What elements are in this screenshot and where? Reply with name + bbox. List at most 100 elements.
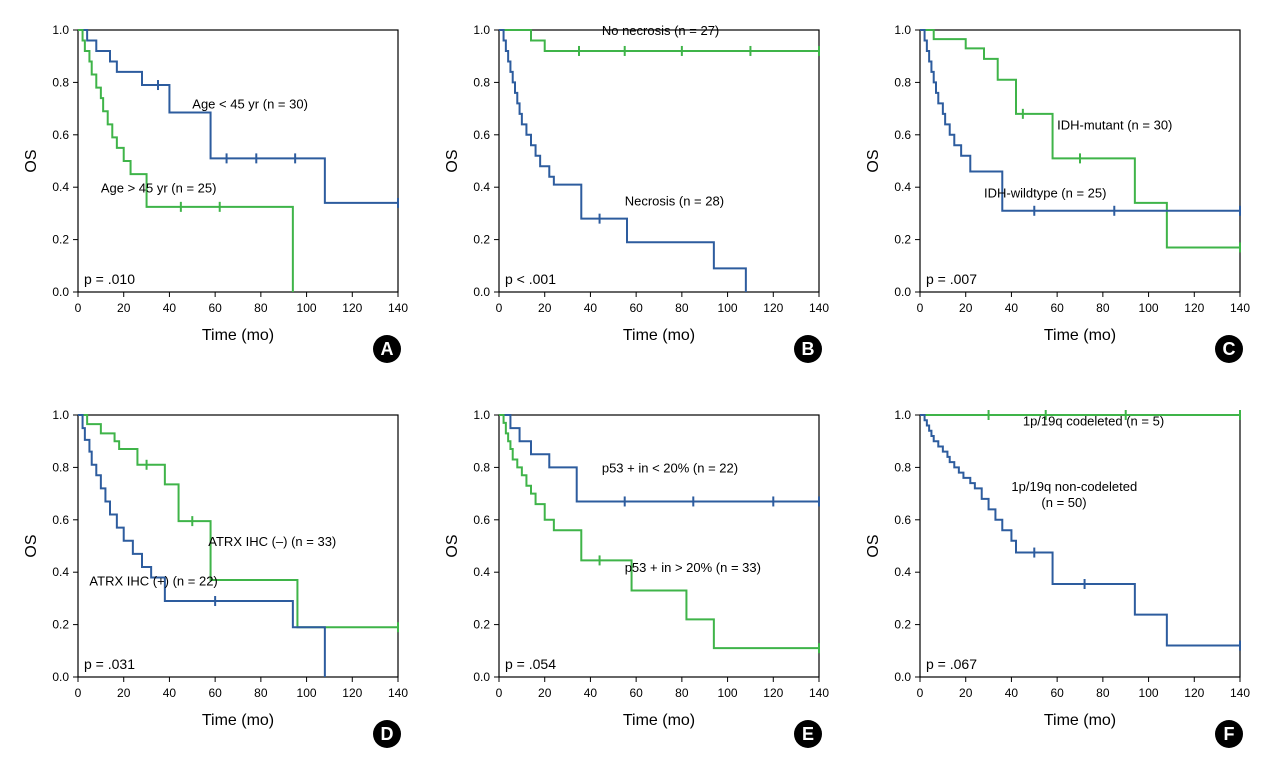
svg-text:OS: OS — [865, 149, 882, 172]
svg-text:60: 60 — [208, 686, 222, 700]
svg-text:60: 60 — [629, 301, 643, 315]
svg-text:20: 20 — [959, 686, 973, 700]
svg-text:0.4: 0.4 — [894, 180, 911, 194]
panel-badge: E — [794, 720, 822, 748]
svg-text:120: 120 — [763, 301, 783, 315]
svg-text:0.2: 0.2 — [473, 233, 490, 247]
svg-text:1.0: 1.0 — [894, 23, 911, 37]
svg-text:1.0: 1.0 — [473, 408, 490, 422]
svg-text:80: 80 — [1096, 686, 1110, 700]
svg-text:OS: OS — [23, 149, 40, 172]
svg-text:p = .007: p = .007 — [926, 271, 977, 287]
svg-text:p53 + in < 20% (n = 22): p53 + in < 20% (n = 22) — [602, 461, 738, 476]
svg-text:0: 0 — [75, 301, 82, 315]
svg-text:120: 120 — [342, 686, 362, 700]
km-panel-B: 0.00.20.40.60.81.0020406080100120140Time… — [441, 20, 832, 365]
svg-text:0.2: 0.2 — [52, 618, 69, 632]
km-panel-F: 0.00.20.40.60.81.0020406080100120140Time… — [862, 405, 1253, 750]
svg-text:120: 120 — [763, 686, 783, 700]
svg-text:80: 80 — [675, 686, 689, 700]
svg-text:80: 80 — [254, 686, 268, 700]
svg-text:80: 80 — [1096, 301, 1110, 315]
svg-text:0.2: 0.2 — [52, 233, 69, 247]
svg-text:0.8: 0.8 — [52, 75, 69, 89]
svg-text:40: 40 — [163, 301, 177, 315]
svg-text:(n = 50): (n = 50) — [1041, 495, 1086, 510]
svg-text:120: 120 — [342, 301, 362, 315]
svg-text:0: 0 — [917, 686, 924, 700]
svg-text:0: 0 — [496, 301, 503, 315]
svg-text:0.8: 0.8 — [894, 460, 911, 474]
svg-text:0.0: 0.0 — [473, 285, 490, 299]
svg-text:140: 140 — [809, 301, 829, 315]
svg-text:Age < 45 yr (n = 30): Age < 45 yr (n = 30) — [192, 97, 308, 112]
svg-text:0.2: 0.2 — [473, 618, 490, 632]
svg-text:0.8: 0.8 — [473, 460, 490, 474]
svg-text:ATRX IHC (–) (n = 33): ATRX IHC (–) (n = 33) — [208, 534, 336, 549]
svg-text:0.4: 0.4 — [894, 565, 911, 579]
svg-text:Time (mo): Time (mo) — [1044, 327, 1116, 344]
svg-text:Necrosis (n = 28): Necrosis (n = 28) — [625, 194, 724, 209]
svg-text:1.0: 1.0 — [473, 23, 490, 37]
svg-text:0.6: 0.6 — [473, 513, 490, 527]
svg-text:1.0: 1.0 — [52, 23, 69, 37]
svg-text:p = .067: p = .067 — [926, 656, 977, 672]
svg-text:140: 140 — [388, 301, 408, 315]
svg-text:OS: OS — [865, 534, 882, 557]
svg-text:60: 60 — [208, 301, 222, 315]
svg-text:0.8: 0.8 — [52, 460, 69, 474]
svg-text:0: 0 — [917, 301, 924, 315]
svg-text:40: 40 — [1005, 301, 1019, 315]
svg-text:Time (mo): Time (mo) — [623, 712, 695, 729]
svg-text:0.4: 0.4 — [52, 180, 69, 194]
svg-text:1.0: 1.0 — [894, 408, 911, 422]
svg-text:0.4: 0.4 — [52, 565, 69, 579]
svg-text:0.8: 0.8 — [894, 75, 911, 89]
svg-text:0.0: 0.0 — [52, 285, 69, 299]
svg-text:p = .010: p = .010 — [84, 271, 135, 287]
svg-text:40: 40 — [1005, 686, 1019, 700]
svg-text:Time (mo): Time (mo) — [623, 327, 695, 344]
svg-text:100: 100 — [297, 686, 317, 700]
svg-text:IDH-wildtype (n = 25): IDH-wildtype (n = 25) — [984, 186, 1106, 201]
svg-text:80: 80 — [675, 301, 689, 315]
svg-text:120: 120 — [1184, 686, 1204, 700]
svg-text:OS: OS — [23, 534, 40, 557]
svg-text:0.4: 0.4 — [473, 180, 490, 194]
svg-text:60: 60 — [1050, 301, 1064, 315]
svg-text:1.0: 1.0 — [52, 408, 69, 422]
svg-text:20: 20 — [538, 301, 552, 315]
svg-text:0.2: 0.2 — [894, 233, 911, 247]
svg-text:120: 120 — [1184, 301, 1204, 315]
svg-text:0.2: 0.2 — [894, 618, 911, 632]
svg-text:80: 80 — [254, 301, 268, 315]
svg-text:OS: OS — [444, 149, 461, 172]
svg-text:40: 40 — [163, 686, 177, 700]
svg-text:0.0: 0.0 — [894, 670, 911, 684]
svg-text:140: 140 — [1230, 301, 1250, 315]
svg-text:100: 100 — [718, 301, 738, 315]
svg-text:p = .054: p = .054 — [505, 656, 556, 672]
svg-text:0.0: 0.0 — [52, 670, 69, 684]
km-panel-D: 0.00.20.40.60.81.0020406080100120140Time… — [20, 405, 411, 750]
svg-text:0.0: 0.0 — [894, 285, 911, 299]
svg-text:140: 140 — [388, 686, 408, 700]
svg-text:40: 40 — [584, 686, 598, 700]
panel-badge: F — [1215, 720, 1243, 748]
svg-text:100: 100 — [718, 686, 738, 700]
svg-text:140: 140 — [1230, 686, 1250, 700]
svg-text:100: 100 — [1139, 686, 1159, 700]
svg-text:20: 20 — [117, 301, 131, 315]
svg-text:Time (mo): Time (mo) — [202, 327, 274, 344]
panel-badge: C — [1215, 335, 1243, 363]
svg-text:0.8: 0.8 — [473, 75, 490, 89]
svg-text:Time (mo): Time (mo) — [1044, 712, 1116, 729]
svg-text:ATRX IHC (+) (n = 22): ATRX IHC (+) (n = 22) — [89, 573, 217, 588]
svg-text:0.6: 0.6 — [894, 513, 911, 527]
svg-text:IDH-mutant (n = 30): IDH-mutant (n = 30) — [1057, 118, 1172, 133]
svg-text:0.0: 0.0 — [473, 670, 490, 684]
svg-text:20: 20 — [959, 301, 973, 315]
km-panel-A: 0.00.20.40.60.81.0020406080100120140Time… — [20, 20, 411, 365]
panel-badge: D — [373, 720, 401, 748]
svg-text:100: 100 — [1139, 301, 1159, 315]
